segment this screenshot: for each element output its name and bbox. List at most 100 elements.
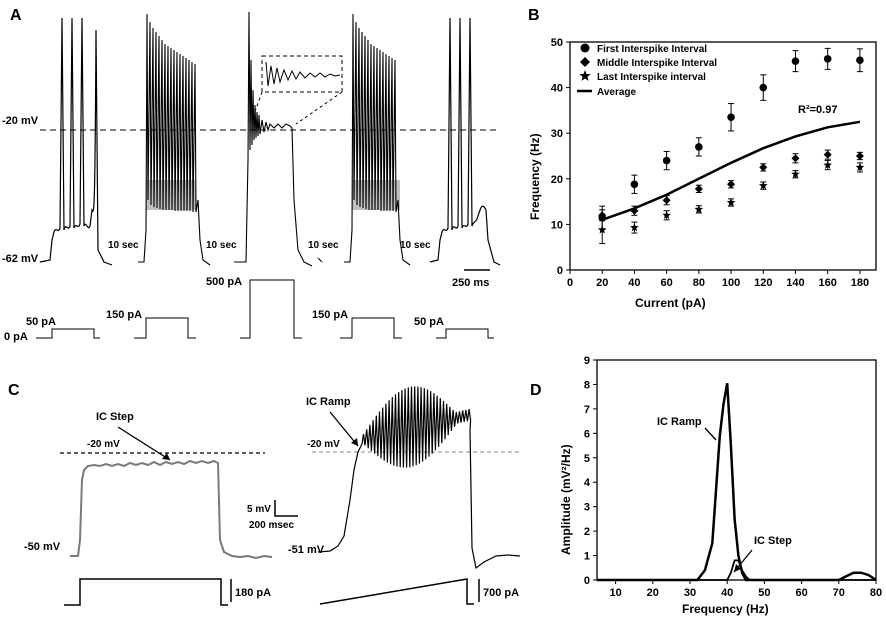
chart-d-ytick-label: 4 [584, 477, 591, 489]
step-150pa-right [340, 317, 402, 339]
chart-b-xtick-label: 80 [693, 277, 705, 289]
trace-150pa-left [138, 13, 211, 266]
chart-b-point-last [597, 225, 607, 234]
step-50pa-left [36, 328, 100, 339]
chart-d-step-line [597, 559, 876, 581]
chart-b-point-middle [791, 154, 800, 163]
trace-shade-150pa-right [352, 180, 400, 210]
panel-label-c: C [8, 382, 20, 399]
chart-d-ytick-label: 1 [584, 551, 590, 563]
chart-d-xtick-label: 70 [833, 587, 845, 599]
chart-b-point-first [727, 113, 735, 122]
legend-marker-middle [580, 57, 590, 67]
chart-b-xtick-label: 100 [722, 277, 740, 289]
chart-b-point-middle [855, 152, 864, 160]
chart-b-ytick-label: 0 [557, 265, 563, 277]
chart-b-average-line [601, 120, 861, 221]
step-150pa-left [134, 317, 196, 339]
chart-b-point-first [759, 83, 768, 92]
chart-b-point-last [630, 223, 639, 232]
chart-b-point-last [823, 160, 832, 169]
panel-label-b: B [528, 7, 540, 24]
amplitude-chart: Frequency (Hz) Amplitude (mV²/Hz) IC Ram… [559, 355, 882, 616]
current-label-50pa-left: 50 pA [26, 316, 56, 328]
inset-box [261, 55, 343, 93]
panel-a: -20 mV -62 mV 10 sec 10 sec 10 sec 10 se… [2, 11, 501, 343]
chart-d-xtick-label: 30 [684, 587, 696, 599]
chart-d-annotation-ramp: IC Ramp [657, 416, 702, 428]
chart-b-point-last [791, 169, 800, 178]
inset-connector-left [251, 91, 263, 121]
inset-connector-right [295, 91, 343, 125]
chart-b-xtick-label: 60 [661, 277, 673, 289]
chart-b-point-last [662, 210, 671, 219]
ramp-threshold-label: -20 mV [307, 439, 340, 450]
chart-b-ytick-label: 10 [551, 219, 563, 231]
panel-label-d: D [530, 382, 542, 399]
step-50pa-right [436, 328, 494, 339]
chart-b-point-last [759, 181, 768, 190]
chart-d-step-arrowhead [734, 564, 741, 572]
chart-d-ramp-arrow [704, 427, 717, 441]
chart-d-ytick-label: 6 [584, 428, 590, 440]
chart-b-point-last [855, 162, 865, 171]
legend-marker-first [580, 43, 590, 53]
gap-label-4: 10 sec [400, 240, 431, 251]
chart-b-point-middle [662, 196, 671, 205]
chart-d-xtick-label: 60 [795, 587, 807, 599]
ramp-rest-label: -51 mV [288, 544, 325, 556]
chart-d-xtick-label: 80 [870, 587, 882, 599]
chart-b-point-first [791, 57, 800, 65]
chart-b-point-last [694, 204, 704, 213]
chart-d-frame [596, 359, 877, 581]
legend-label-first: First Interspike Interval [597, 44, 707, 55]
chart-b-xtick-label: 140 [786, 277, 804, 289]
ic-ramp-arrowhead [351, 438, 358, 446]
frequency-chart: Current (pA) Frequency (Hz) R²=0.97 Firs… [528, 37, 877, 310]
chart-b-frame [569, 41, 877, 271]
panel-c: IC Step -20 mV -50 mV 180 pA 5 mV 200 ms… [24, 386, 521, 606]
chart-d-ramp-line [597, 382, 877, 582]
chart-b-ylabel: Frequency (Hz) [528, 133, 542, 220]
ramp-current-label: 700 pA [483, 587, 519, 599]
chart-b-ytick-label: 50 [551, 37, 563, 49]
trace-ic-ramp [317, 386, 521, 570]
current-label-0pa: 0 pA [4, 331, 28, 343]
trace-500pa [234, 11, 313, 267]
ic-step-arrow [117, 426, 171, 461]
chart-b-point-first [856, 56, 864, 65]
trace-50pa-right [429, 17, 501, 266]
ic-ramp-command [319, 578, 474, 605]
ic-step-arrowhead [162, 453, 170, 460]
legend-label-middle: Middle Interspike Interval [597, 58, 717, 69]
chart-b-ytick-label: 20 [551, 174, 563, 186]
chart-d-xtick-label: 20 [647, 587, 659, 599]
chart-b-xtick-label: 120 [754, 277, 772, 289]
chart-b-point-middle [759, 163, 768, 172]
legend-label-average: Average [597, 87, 637, 98]
panel-label-a: A [10, 7, 22, 24]
chart-b-annotation: R²=0.97 [798, 104, 837, 116]
chart-d-xtick-label: 40 [721, 587, 733, 599]
chart-d-ytick-label: 9 [584, 355, 590, 367]
chart-b-point-middle [598, 211, 607, 220]
chart-d-xtick-label: 50 [758, 587, 770, 599]
chart-b-xtick-label: 20 [596, 277, 608, 289]
chart-b-xlabel: Current (pA) [635, 296, 706, 310]
chart-b-ytick-label: 30 [551, 128, 563, 140]
chart-d-xlabel: Frequency (Hz) [682, 602, 769, 616]
ic-step-command [64, 578, 228, 606]
chart-d-ytick-label: 5 [584, 453, 590, 465]
chart-d-ytick-label: 0 [584, 575, 590, 587]
step-rest-label: -50 mV [24, 541, 61, 553]
step-current-label: 180 pA [235, 587, 271, 599]
chart-b-ytick-label: 40 [551, 83, 563, 95]
voltage-top-label: -20 mV [2, 115, 39, 127]
trace-50pa-left [39, 17, 113, 266]
ic-ramp-arrow [329, 411, 359, 447]
chart-b-xtick-label: 0 [567, 277, 573, 289]
chart-b-point-first [630, 180, 639, 189]
chart-b-xtick-label: 40 [628, 277, 640, 289]
chart-d-ytick-label: 8 [584, 379, 590, 391]
